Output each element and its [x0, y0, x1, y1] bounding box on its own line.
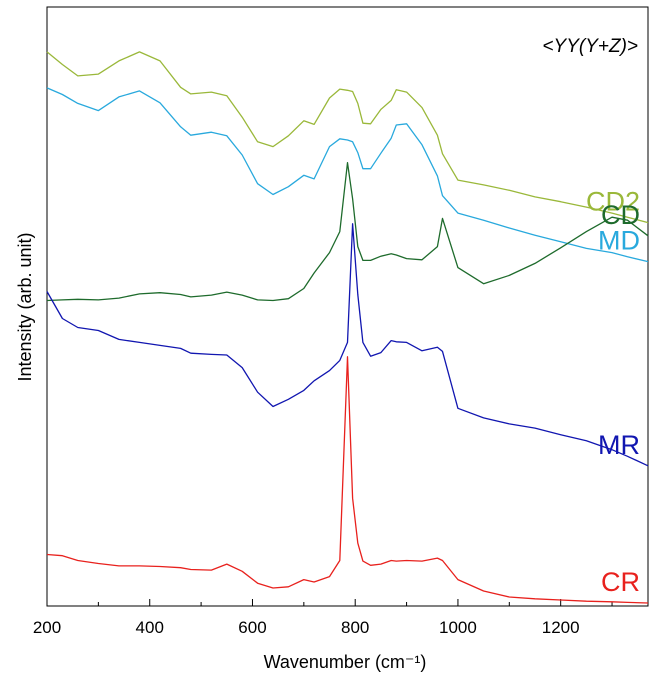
spectra-lines [46, 51, 649, 604]
series-line-cd [46, 162, 649, 302]
series-label-cr: CR [601, 567, 640, 597]
series-line-md [46, 87, 649, 263]
series-line-cr [46, 356, 649, 604]
polarization-annotation: <YY(Y+Z)> [542, 36, 638, 57]
series-label-mr: MR [598, 430, 640, 460]
series-label-cd2: CD2 [586, 187, 640, 217]
x-tick-label: 1200 [542, 618, 580, 637]
x-tick-label: 800 [341, 618, 369, 637]
y-axis-title: Intensity (arb. unit) [15, 232, 35, 381]
series-label-cd: CD [601, 200, 640, 230]
x-tick-label: 1000 [439, 618, 477, 637]
series-line-mr [46, 223, 649, 467]
x-tick-label: 200 [33, 618, 61, 637]
series-line-cd2 [46, 51, 649, 224]
x-axis-title: Wavenumber (cm⁻¹) [264, 652, 427, 672]
x-tick-label: 400 [136, 618, 164, 637]
x-tick-label: 600 [238, 618, 266, 637]
x-axis-ticks: 200 400 600 800 1000 1200 [33, 599, 613, 637]
plot-frame [46, 6, 649, 607]
series-label-md: MD [598, 226, 640, 256]
